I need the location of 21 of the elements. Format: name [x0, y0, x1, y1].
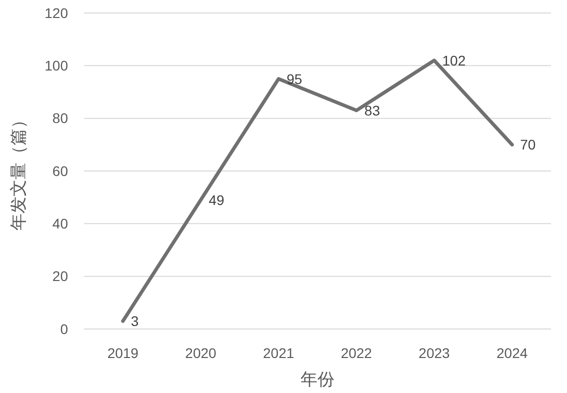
- x-tick-label: 2019: [107, 345, 139, 361]
- x-tick-label: 2022: [340, 345, 372, 361]
- y-tick-label: 40: [52, 216, 68, 232]
- data-label: 83: [364, 102, 380, 118]
- y-axis-title: 年发文量（篇）: [9, 112, 28, 230]
- y-tick-label: 0: [60, 320, 68, 337]
- x-axis-title: 年份: [300, 370, 334, 389]
- x-tick-label: 2024: [496, 345, 528, 361]
- y-tick-label: 120: [44, 4, 68, 21]
- x-tick-label: 2023: [418, 345, 450, 361]
- y-tick-label: 20: [52, 268, 68, 284]
- data-label: 102: [442, 52, 466, 68]
- y-tick-label: 100: [44, 58, 68, 74]
- y-tick-label: 60: [52, 162, 68, 179]
- data-label: 95: [286, 70, 302, 87]
- x-tick-label: 2020: [185, 345, 217, 361]
- data-label: 70: [520, 136, 536, 153]
- x-tick-label: 2021: [263, 345, 294, 361]
- y-tick-label: 80: [52, 110, 68, 126]
- data-label: 3: [130, 313, 139, 330]
- data-label: 49: [208, 192, 225, 208]
